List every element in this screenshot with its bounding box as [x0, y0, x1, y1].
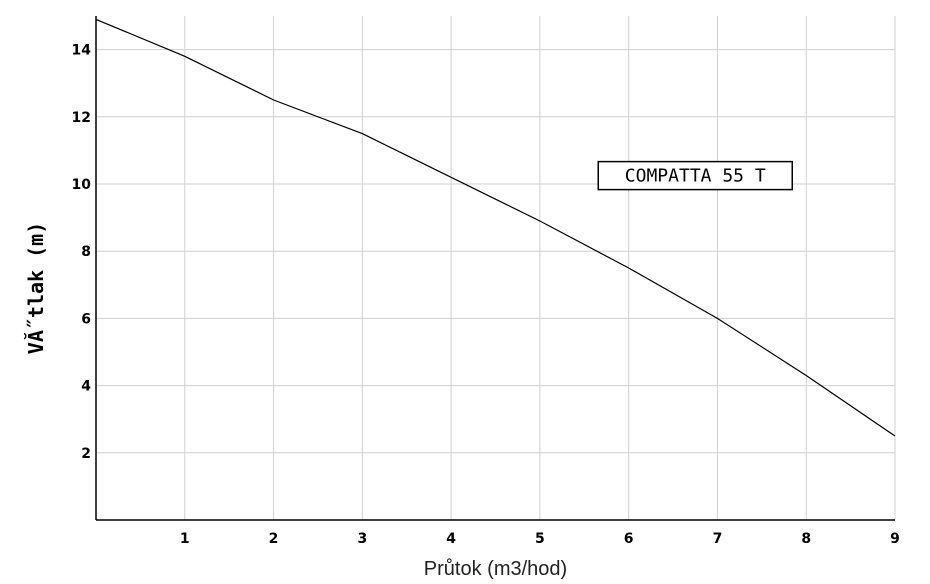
y-tick-label: 2 — [81, 446, 91, 462]
x-tick-label: 7 — [713, 531, 723, 547]
x-tick-label: 8 — [801, 531, 811, 547]
y-tick-label: 12 — [72, 110, 91, 126]
x-tick-label: 2 — [269, 531, 279, 547]
x-axis-title: Průtok (m3/hod) — [424, 558, 567, 580]
x-tick-label: 4 — [446, 531, 456, 547]
y-tick-label: 14 — [72, 43, 92, 59]
x-tick-label: 6 — [624, 531, 634, 547]
x-tick-label: 1 — [180, 531, 190, 547]
y-tick-label: 6 — [81, 311, 91, 327]
axes — [95, 16, 895, 521]
x-tick-label: 9 — [890, 531, 900, 547]
series-line — [95, 18, 896, 437]
annotation-box — [597, 160, 793, 191]
series-layer — [95, 18, 896, 437]
x-tick-label: 5 — [535, 531, 545, 547]
y-tick-label: 10 — [72, 177, 92, 193]
y-axis-title: VĂ˝tlak (m) — [24, 222, 48, 354]
y-tick-label: 8 — [81, 244, 91, 260]
annotation-layer: COMPATTA 55 T — [597, 160, 793, 191]
annotation-label: COMPATTA 55 T — [625, 166, 766, 187]
y-tick-label: 4 — [81, 379, 91, 395]
x-tick-label: 3 — [357, 531, 367, 547]
